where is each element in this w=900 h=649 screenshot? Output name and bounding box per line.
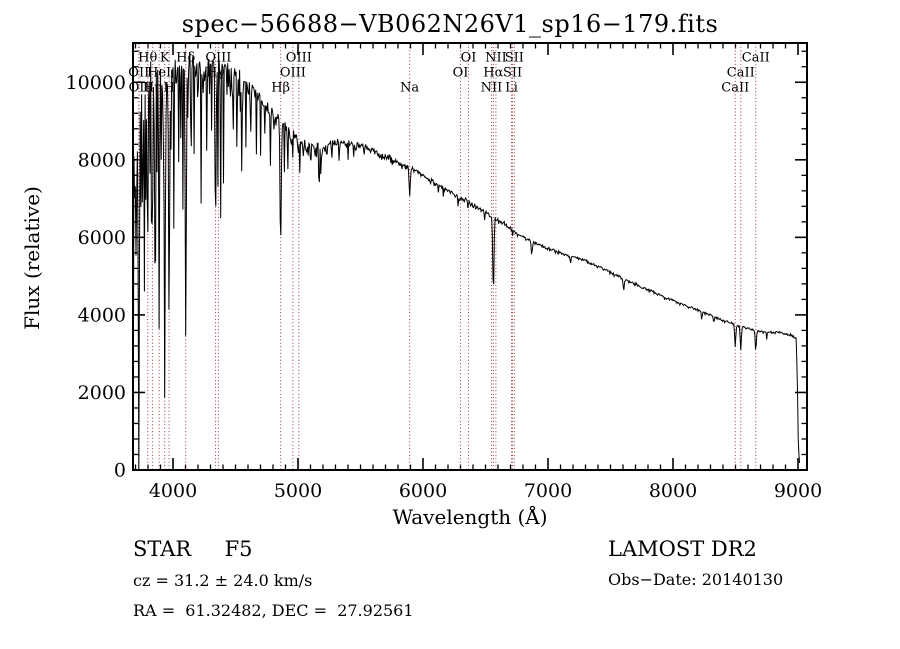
spectrum-trace xyxy=(132,52,801,470)
spectral-line-markers xyxy=(138,43,757,470)
svg-text:Na: Na xyxy=(400,81,419,96)
svg-text:OI: OI xyxy=(453,66,469,81)
svg-text:Hθ: Hθ xyxy=(138,51,157,66)
svg-text:SII: SII xyxy=(505,51,524,66)
svg-text:NII: NII xyxy=(485,51,507,66)
svg-text:Hβ: Hβ xyxy=(271,81,290,96)
svg-text:K: K xyxy=(160,51,170,66)
svg-text:10000: 10000 xyxy=(66,72,126,94)
svg-text:OI: OI xyxy=(461,51,477,66)
ra-dec-label: RA = 61.32482, DEC = 27.92561 xyxy=(133,601,414,620)
plot-title: spec−56688−VB062N26V1_sp16−179.fits xyxy=(181,10,719,38)
x-tick-labels: 4000 5000 6000 7000 8000 9000 xyxy=(149,480,822,502)
axis-ticks xyxy=(133,43,807,470)
cz-value-label: cz = 31.2 ± 24.0 km/s xyxy=(133,571,313,590)
svg-text:CaII: CaII xyxy=(727,66,755,81)
svg-text:NII: NII xyxy=(481,81,503,96)
object-class-label: STAR F5 xyxy=(133,537,253,561)
svg-text:SII: SII xyxy=(503,66,522,81)
x-axis-label: Wavelength (Å) xyxy=(392,505,548,529)
svg-text:4000: 4000 xyxy=(149,480,197,502)
svg-text:8000: 8000 xyxy=(649,480,697,502)
svg-text:Hα: Hα xyxy=(483,66,503,81)
svg-text:Hη: Hη xyxy=(143,81,162,96)
svg-text:Li: Li xyxy=(505,81,518,96)
svg-text:H: H xyxy=(163,81,174,96)
svg-text:HeI: HeI xyxy=(147,66,171,81)
svg-text:6000: 6000 xyxy=(399,480,447,502)
svg-text:OIII: OIII xyxy=(280,66,306,81)
survey-release-label: LAMOST DR2 xyxy=(608,537,757,561)
svg-text:CaII: CaII xyxy=(742,51,770,66)
svg-text:9000: 9000 xyxy=(774,480,822,502)
obs-date-label: Obs−Date: 20140130 xyxy=(608,570,784,589)
svg-text:OIII: OIII xyxy=(286,51,312,66)
plot-frame xyxy=(132,42,808,471)
svg-text:5000: 5000 xyxy=(274,480,322,502)
svg-text:7000: 7000 xyxy=(524,480,572,502)
svg-text:4000: 4000 xyxy=(78,304,126,326)
y-tick-labels: 0 2000 4000 6000 8000 10000 xyxy=(66,72,126,482)
svg-text:0: 0 xyxy=(114,460,126,482)
svg-text:Hδ: Hδ xyxy=(176,51,195,66)
svg-text:6000: 6000 xyxy=(78,227,126,249)
svg-text:2000: 2000 xyxy=(78,382,126,404)
svg-text:8000: 8000 xyxy=(78,149,126,171)
svg-text:CaII: CaII xyxy=(721,81,749,96)
